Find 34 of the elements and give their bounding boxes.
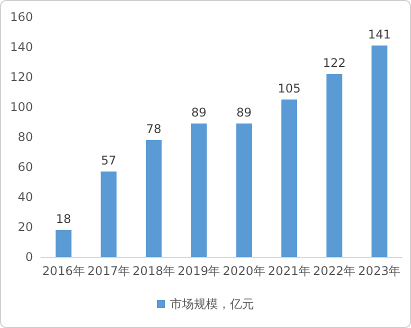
bar	[56, 230, 72, 257]
y-tick-label: 0	[25, 250, 33, 264]
data-label: 141	[368, 28, 391, 42]
bar	[191, 124, 207, 257]
x-tick-label: 2016年	[42, 264, 85, 278]
x-tick-label: 2018年	[132, 264, 176, 278]
data-label: 18	[56, 212, 72, 226]
bar	[372, 46, 388, 257]
bar	[146, 140, 162, 257]
data-label: 89	[236, 106, 252, 120]
x-tick-label: 2021年	[268, 264, 310, 278]
y-tick-label: 120	[10, 70, 33, 84]
data-label: 122	[322, 56, 346, 70]
y-tick-label: 100	[10, 100, 33, 114]
bar	[236, 124, 252, 257]
data-label: 105	[278, 82, 301, 96]
x-tick-label: 2022年	[313, 264, 356, 278]
bar	[281, 100, 298, 257]
data-label: 89	[191, 106, 207, 120]
y-tick-label: 60	[18, 160, 33, 174]
bar	[326, 74, 342, 257]
x-tick-label: 2020年	[222, 264, 266, 278]
legend-label: 市场规模，亿元	[170, 297, 254, 311]
data-label: 78	[146, 122, 162, 136]
x-tick-label: 2019年	[178, 264, 220, 278]
y-tick-label: 40	[18, 190, 33, 204]
data-label: 57	[101, 154, 116, 168]
y-tick-label: 140	[10, 40, 33, 54]
y-tick-label: 160	[10, 10, 33, 24]
x-tick-label: 2023年	[358, 264, 401, 278]
bar	[100, 172, 117, 257]
y-tick-label: 20	[18, 220, 33, 234]
x-tick-label: 2017年	[87, 264, 130, 278]
y-tick-label: 80	[18, 130, 33, 144]
